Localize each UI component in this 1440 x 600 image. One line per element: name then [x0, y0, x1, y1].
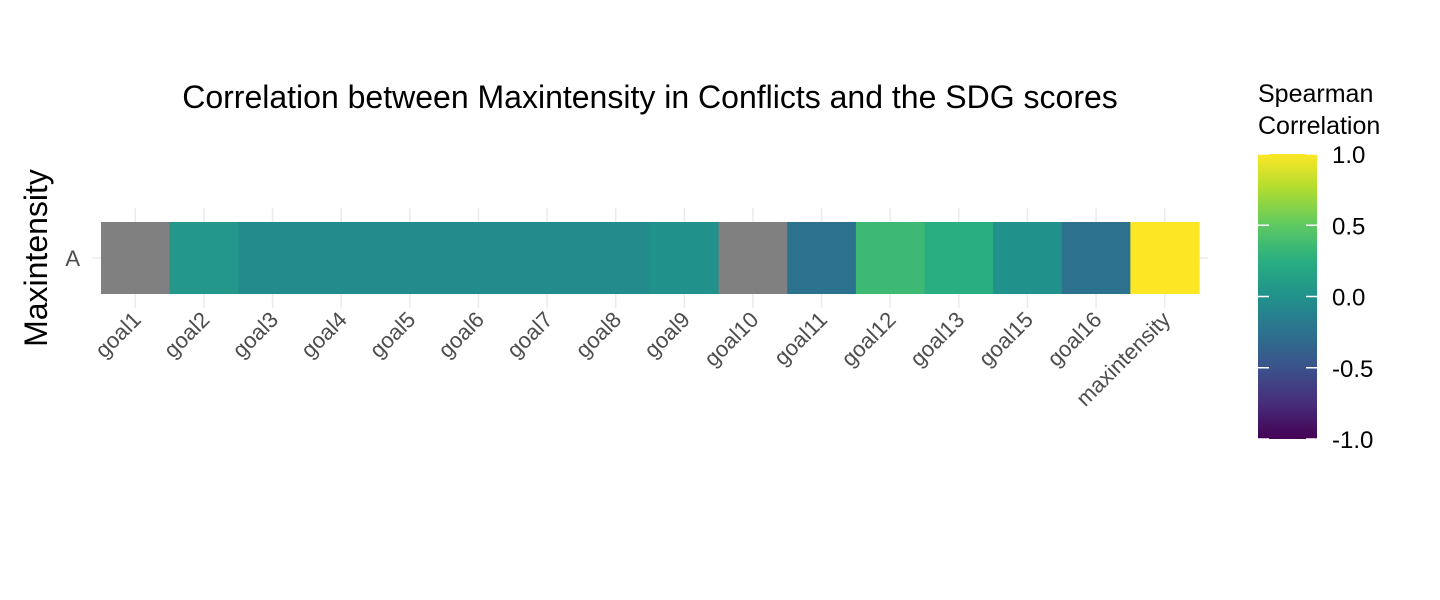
x-tick-label: goal7	[502, 307, 558, 363]
x-tick-label: goal9	[639, 307, 695, 363]
chart-title: Correlation between Maxintensity in Conf…	[182, 79, 1118, 115]
x-tick-label: goal8	[570, 307, 626, 363]
x-tick-label: goal6	[433, 307, 489, 363]
heatmap-cell-goal1	[101, 222, 171, 294]
x-tick-label: goal10	[699, 307, 763, 371]
color-legend: Spearman Correlation 1.0 0.5 0.0 -0.5 -1.0	[1258, 80, 1380, 454]
x-tick-label: goal2	[159, 307, 215, 363]
x-tick-label: goal11	[769, 307, 832, 370]
heatmap-cell-goal16	[1061, 222, 1131, 294]
heatmap-cell-goal6	[444, 222, 514, 294]
legend-ticks: 1.0 0.5 0.0 -0.5 -1.0	[1258, 142, 1373, 454]
legend-tick-label: 0.5	[1332, 213, 1365, 240]
legend-tick-label: -1.0	[1332, 427, 1373, 454]
x-tick-label: goal5	[365, 307, 421, 363]
heatmap-cell-goal4	[306, 222, 377, 294]
legend-title-line-2: Correlation	[1258, 112, 1380, 140]
x-tick-label: goal16	[1042, 307, 1106, 371]
heatmap-cell-goal3	[238, 222, 308, 294]
heatmap-cell-maxintensity	[1130, 222, 1200, 294]
heatmap-cell-goal11	[787, 222, 857, 294]
heatmap-cell-goal2	[169, 222, 239, 294]
heatmap-cell-goal15	[993, 222, 1063, 294]
legend-tick-label: -0.5	[1332, 356, 1373, 383]
x-tick-label: goal13	[905, 307, 969, 371]
heatmap-cell-goal7	[512, 222, 582, 294]
y-axis-ticks: A	[65, 246, 80, 271]
heatmap-cell-goal12	[855, 222, 926, 294]
y-tick-label: A	[65, 246, 80, 271]
y-axis-label: Maxintensity	[18, 169, 54, 347]
x-tick-label: goal4	[296, 307, 352, 363]
legend-tick-label: 0.0	[1332, 285, 1365, 312]
heatmap-cells	[101, 222, 1200, 294]
x-axis-ticks: goal1 goal2 goal3 goal4 goal5 goal6 goal7 goal8…	[90, 307, 1175, 411]
x-tick-label: goal15	[974, 307, 1038, 371]
x-tick-label: goal1	[90, 307, 146, 363]
heatmap-cell-goal10	[718, 222, 788, 294]
x-tick-label: goal12	[836, 307, 900, 371]
heatmap-cell-goal9	[650, 222, 720, 294]
x-tick-label: goal3	[227, 307, 283, 363]
legend-title-line-1: Spearman	[1258, 80, 1373, 108]
heatmap-cell-goal5	[375, 222, 445, 294]
heatmap-cell-goal13	[924, 222, 994, 294]
legend-tick-label: 1.0	[1332, 142, 1365, 169]
heatmap-cell-goal8	[581, 222, 651, 294]
